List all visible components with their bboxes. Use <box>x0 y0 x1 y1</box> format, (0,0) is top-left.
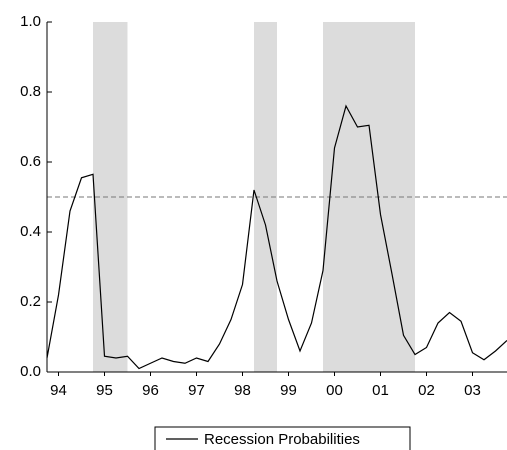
x-tick-label: 03 <box>464 382 481 399</box>
x-tick-label: 98 <box>234 382 251 399</box>
y-tick-label: 0.2 <box>20 293 41 310</box>
y-tick-label: 0.4 <box>20 223 41 240</box>
y-tick-label: 0.0 <box>20 363 41 380</box>
y-tick-label: 1.0 <box>20 13 41 30</box>
x-tick-label: 00 <box>326 382 343 399</box>
x-tick-label: 02 <box>418 382 435 399</box>
x-tick-label: 01 <box>372 382 389 399</box>
legend-label: Recession Probabilities <box>204 431 360 448</box>
y-tick-label: 0.6 <box>20 153 41 170</box>
x-tick-label: 94 <box>50 382 67 399</box>
x-tick-label: 96 <box>142 382 159 399</box>
y-tick-label: 0.8 <box>20 83 41 100</box>
x-tick-label: 99 <box>280 382 297 399</box>
x-tick-label: 97 <box>188 382 205 399</box>
x-tick-label: 95 <box>96 382 113 399</box>
legend-box <box>154 426 411 450</box>
series-line <box>46 104 507 370</box>
